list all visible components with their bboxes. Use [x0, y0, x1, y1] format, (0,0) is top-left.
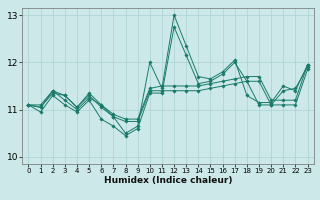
- X-axis label: Humidex (Indice chaleur): Humidex (Indice chaleur): [104, 176, 232, 185]
